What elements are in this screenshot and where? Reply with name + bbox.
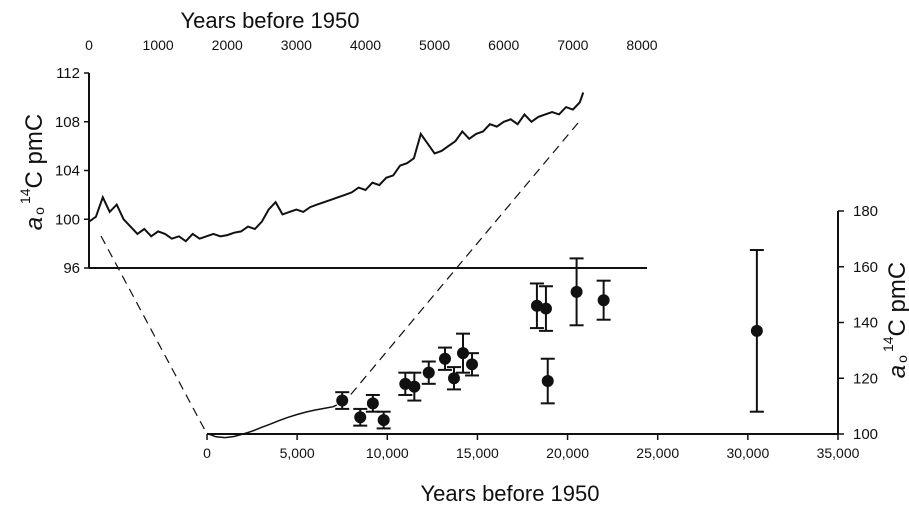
- data-point: [336, 394, 349, 407]
- top-x-tick-label: 5000: [419, 37, 450, 53]
- data-point: [530, 299, 543, 312]
- top-y-tick-label: 100: [55, 211, 80, 228]
- bottom-x-tick-label: 20,000: [546, 445, 589, 461]
- data-point: [750, 324, 763, 337]
- top-x-tick-label: 2000: [212, 37, 243, 53]
- top-x-tick-label: 6000: [488, 37, 519, 53]
- bottom-x-tick-label: 30,000: [726, 445, 769, 461]
- top-chart: Years before 1950 0 1000 2000 3000 4000 5000 6…: [17, 8, 658, 277]
- bottom-data-points: [335, 249, 764, 430]
- data-point: [354, 411, 367, 424]
- bottom-x-axis-title: Years before 1950: [421, 481, 600, 506]
- top-x-tick-label: 1000: [143, 37, 174, 53]
- top-x-tick-labels: 0 1000 2000 3000 4000 5000 6000 7000 8000: [85, 37, 658, 53]
- top-series-line: [88, 92, 585, 243]
- data-point: [408, 380, 421, 393]
- top-y-tick-label: 108: [55, 114, 80, 131]
- data-point: [366, 397, 379, 410]
- top-x-tick-label: 0: [85, 37, 93, 53]
- bottom-y-tick-label: 160: [853, 259, 878, 276]
- top-x-tick-label: 8000: [626, 37, 657, 53]
- top-x-tick-label: 3000: [281, 37, 312, 53]
- bottom-x-tick-label: 0: [203, 445, 211, 461]
- bottom-y-tick-label: 140: [853, 315, 878, 332]
- bottom-x-tick-label: 5,000: [280, 445, 315, 461]
- data-point: [422, 366, 435, 379]
- top-y-tick-label: 96: [63, 260, 80, 277]
- data-point: [570, 285, 583, 298]
- data-point: [539, 302, 552, 315]
- data-point: [377, 414, 390, 427]
- data-point: [541, 375, 554, 388]
- bottom-y-tick-labels: 100 120 140 160 180: [838, 203, 878, 443]
- bottom-x-tick-label: 15,000: [456, 445, 499, 461]
- bottom-y-tick-label: 180: [853, 203, 878, 220]
- top-y-axis-title: ao14C pmC: [17, 114, 48, 230]
- data-point: [457, 347, 470, 360]
- bottom-y-axis-title: ao14C pmC: [880, 262, 909, 378]
- bottom-x-tick-label: 10,000: [366, 445, 409, 461]
- bottom-x-tick-label: 35,000: [817, 445, 860, 461]
- bottom-curve-line: [206, 404, 338, 439]
- data-point: [466, 358, 479, 371]
- bottom-x-tick-labels: 0 5,000 10,000 15,000 20,000 25,000 30,000 35,0…: [203, 434, 860, 461]
- top-y-tick-label: 104: [55, 163, 80, 180]
- top-y-tick-labels: 96 100 104 108 112: [55, 65, 89, 277]
- top-x-tick-label: 4000: [350, 37, 381, 53]
- top-x-axis-title: Years before 1950: [181, 8, 360, 33]
- data-point: [399, 377, 412, 390]
- bottom-x-tick-label: 25,000: [636, 445, 679, 461]
- top-x-tick-label: 7000: [557, 37, 588, 53]
- bottom-chart: 0 5,000 10,000 15,000 20,000 25,000 30,000 35,0…: [203, 203, 909, 506]
- bottom-y-tick-label: 100: [853, 426, 878, 443]
- top-y-tick-label: 112: [56, 65, 80, 82]
- connector-dashed-line-left: [100, 235, 208, 435]
- data-point: [438, 352, 451, 365]
- bottom-y-tick-label: 120: [853, 370, 878, 387]
- data-point: [447, 372, 460, 385]
- connector-dashed-line-right: [341, 122, 579, 406]
- data-point: [597, 294, 610, 307]
